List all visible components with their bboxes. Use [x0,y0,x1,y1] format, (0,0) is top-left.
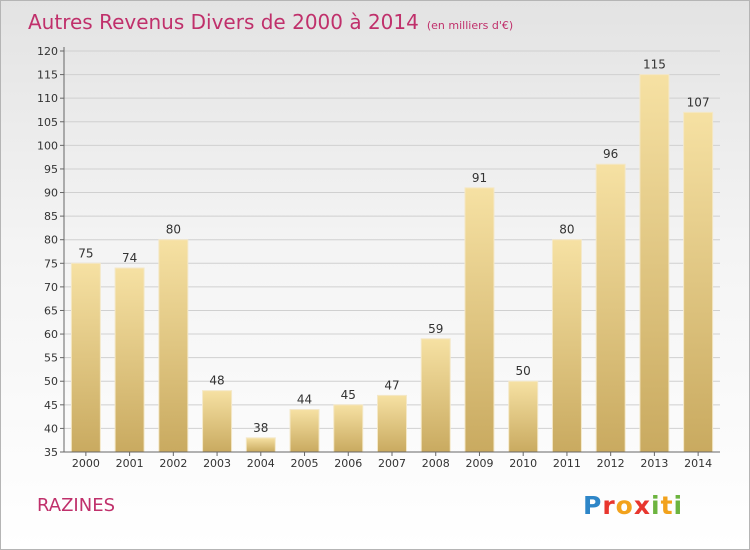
x-tick-label: 2000 [72,457,100,470]
chart-title: Autres Revenus Divers de 2000 à 2014 (en … [28,10,513,34]
y-tick-label: 80 [44,234,58,247]
bar [464,187,495,453]
bar [70,262,101,453]
bar-value-label: 75 [78,246,93,260]
y-tick-label: 115 [37,69,58,82]
x-tick-label: 2010 [509,457,537,470]
y-tick-label: 55 [44,352,58,365]
title-unit: (en milliers d'€) [426,19,514,32]
y-tick-label: 45 [44,399,58,412]
bar-value-label: 38 [253,421,268,435]
y-tick-label: 120 [37,45,58,58]
bar-value-label: 45 [341,388,356,402]
y-tick-label: 95 [44,163,58,176]
bar-value-label: 80 [559,223,574,237]
x-axis: 2000 2001 2002 2003 2004 2005 2006 2007 2008 2009… [64,451,720,470]
logo-letter: t [660,491,674,520]
x-tick-label: 2014 [684,457,712,470]
y-tick-label: 90 [44,187,58,200]
x-tick-label: 2003 [203,457,231,470]
logo-letter: i [651,491,661,520]
x-tick-label: 2013 [640,457,668,470]
bar [508,380,539,453]
bar-value-label: 80 [166,223,181,237]
y-tick-label: 70 [44,281,58,294]
x-tick-label: 2011 [553,457,581,470]
y-tick-label: 65 [44,304,58,317]
x-tick-label: 2006 [334,457,362,470]
bar [202,390,233,453]
bar [377,394,407,453]
y-tick-label: 110 [37,92,58,105]
y-tick-label: 60 [44,328,58,341]
title-main: Autres Revenus Divers de 2000 à 2014 [28,10,419,34]
x-tick-label: 2004 [247,457,275,470]
y-tick-label: 35 [44,446,58,459]
x-tick-label: 2002 [159,457,187,470]
bar-value-label: 48 [209,374,224,388]
bar-value-label: 107 [687,95,710,109]
y-tick-label: 100 [37,139,58,152]
logo-letter: P [583,491,603,520]
x-tick-label: 2008 [422,457,450,470]
logo-letter: o [615,491,634,520]
bar [245,437,276,453]
y-axis: 35 40 45 50 55 60 65 70 75 80 85 90 95 100 105 110 115 12… [37,45,65,459]
y-tick-label: 50 [44,375,58,388]
bar-value-label: 115 [643,58,666,72]
logo-letter: r [602,491,616,520]
bar-value-label: 50 [516,364,531,378]
bars [70,74,714,453]
y-tick-label: 40 [44,422,58,435]
x-tick-label: 2001 [116,457,144,470]
bar [114,267,145,453]
y-tick-label: 75 [44,257,58,270]
logo-letter: x [633,491,651,520]
bar-value-label: 44 [297,393,312,407]
bar [551,239,582,453]
value-labels: 75 74 80 48 38 44 45 47 59 91 50 80 96 115 107 [78,58,709,435]
bar [333,404,364,453]
bar [683,111,714,453]
proxiti-logo[interactable]: Proxiti [583,491,683,520]
logo-letter: i [673,491,684,520]
x-tick-label: 2012 [597,457,625,470]
bar [639,74,670,453]
x-tick-label: 2005 [291,457,319,470]
bar-value-label: 47 [384,378,399,392]
x-tick-label: 2007 [378,457,406,470]
bar-value-label: 96 [603,147,618,161]
bar [158,239,189,453]
bar-value-label: 91 [472,171,487,185]
bar-value-label: 59 [428,322,443,336]
bar [289,409,320,453]
y-tick-label: 85 [44,210,58,223]
bar [595,163,626,453]
location-name: RAZINES [37,495,115,516]
bar-value-label: 74 [122,251,137,265]
x-tick-label: 2009 [465,457,493,470]
bar [420,338,451,453]
y-tick-label: 105 [37,116,58,129]
